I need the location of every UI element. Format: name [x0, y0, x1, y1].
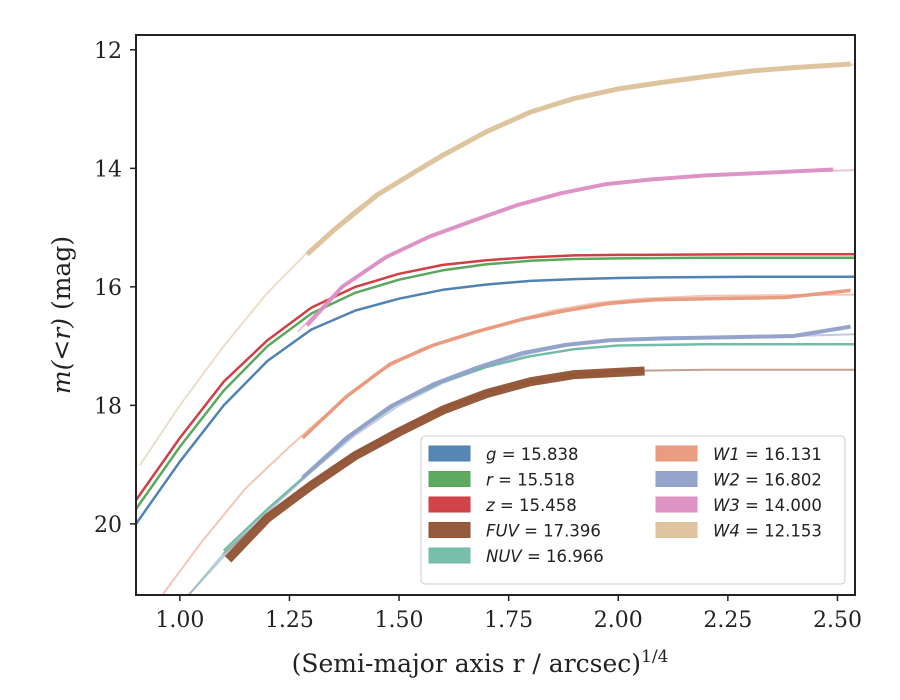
y-tick-label: 16	[94, 276, 122, 301]
x-tick-label: 2.00	[594, 608, 643, 633]
x-tick-label: 1.50	[375, 608, 424, 633]
plot-frame	[135, 34, 856, 596]
x-axis-label-superscript: 1/4	[641, 647, 668, 667]
ticks-layer: 1.00 1.25 1.50 1.75 2.00 2.25 2.50 12 14 16 18 20	[94, 39, 862, 633]
legend-swatch-w1	[655, 445, 698, 462]
y-tick-label: 18	[94, 394, 122, 419]
legend-swatch-g	[428, 445, 471, 462]
legend-swatch-w4	[655, 522, 698, 538]
series-z-line	[136, 253, 855, 501]
legend-swatch-w2	[655, 471, 698, 487]
x-tick-label: 1.75	[484, 608, 533, 633]
legend-label-g: g = 15.838	[486, 445, 579, 464]
series-fuv-line	[224, 366, 645, 563]
legend-swatch-r	[428, 471, 471, 487]
legend-label-z: z = 15.458	[485, 496, 577, 515]
y-tick-label: 14	[94, 157, 122, 182]
x-axis-label: (Semi-major axis r / arcsec)1/4	[292, 647, 669, 678]
y-axis-label-unit: (mag)	[47, 236, 76, 318]
legend-box	[420, 435, 846, 585]
series-w3-line	[305, 167, 834, 327]
x-tick-label: 1.00	[155, 608, 204, 633]
legend-swatch-fuv	[428, 522, 471, 538]
legend: g = 15.838 r = 15.518 z = 15.458 FUV = 17.3…	[420, 435, 846, 585]
y-axis-label-math: m(<r)	[47, 318, 76, 394]
legend-label-w1: W1 = 16.131	[713, 445, 822, 464]
legend-entries: g = 15.838 r = 15.518 z = 15.458 FUV = 17.3…	[428, 445, 822, 566]
x-tick-label: 2.50	[813, 608, 862, 633]
x-tick-label: 2.25	[703, 608, 752, 633]
series-w1-line	[301, 288, 851, 440]
y-axis-label: m(<r) (mag)	[47, 236, 76, 394]
series-w2-line	[301, 324, 851, 480]
legend-label-w4: W4 = 12.153	[713, 522, 822, 541]
legend-swatch-nuv	[428, 547, 471, 564]
series-g-line	[136, 275, 855, 525]
legend-swatch-z	[428, 496, 471, 513]
y-tick-label: 20	[94, 513, 122, 538]
legend-label-fuv: FUV = 17.396	[486, 522, 601, 541]
legend-swatch-w3	[655, 496, 698, 513]
legend-label-nuv: NUV = 16.966	[486, 547, 604, 566]
x-tick-label: 1.25	[265, 608, 314, 633]
series-r-line	[136, 256, 855, 510]
series-w4-line	[305, 61, 851, 257]
legend-label-w3: W3 = 14.000	[713, 496, 822, 515]
series-layer	[136, 61, 855, 595]
y-tick-label: 12	[94, 39, 122, 64]
legend-label-w2: W2 = 16.802	[713, 471, 822, 490]
legend-label-r: r = 15.518	[486, 471, 575, 490]
